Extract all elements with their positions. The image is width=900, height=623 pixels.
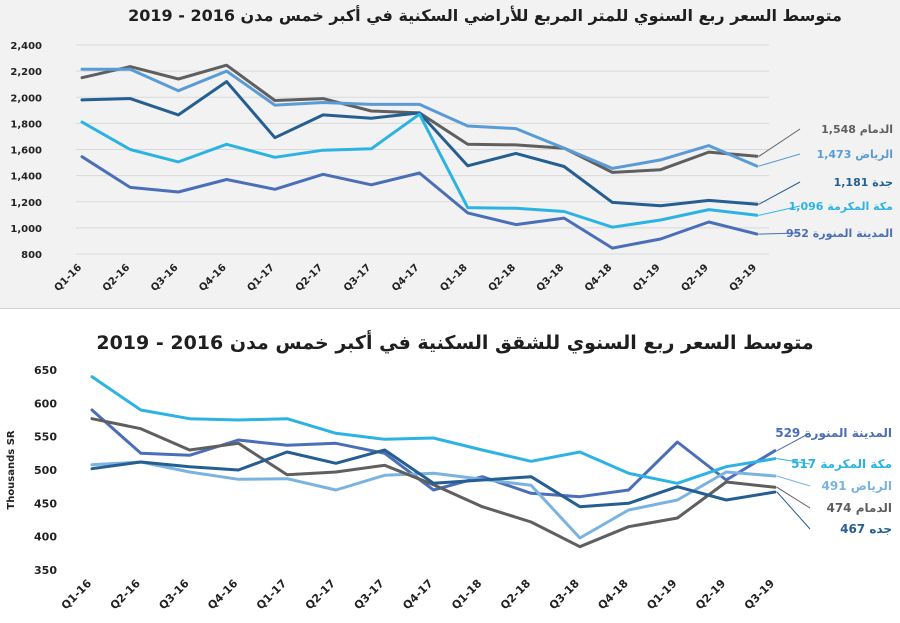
series-line xyxy=(90,460,777,540)
legend-leader-line xyxy=(776,491,811,530)
x-tick-label: Q1-17 xyxy=(254,577,289,612)
x-tick-label: Q4-16 xyxy=(205,577,241,613)
legend-label: 1,181 جدة xyxy=(834,176,893,189)
legend-label: الدمام 1,548 xyxy=(821,123,893,136)
y-tick-label: 650 xyxy=(34,364,57,377)
x-tick-label: Q1-17 xyxy=(245,262,277,294)
x-tick-label: Q2-19 xyxy=(693,577,728,612)
x-tick-label: Q2-18 xyxy=(487,262,519,294)
land-price-panel: متوسط السعر ربع السنوي للمتر المربع للأر… xyxy=(0,0,900,308)
x-tick-label: Q1-19 xyxy=(644,577,679,612)
x-tick-label: Q4-16 xyxy=(197,262,229,294)
x-tick-label: Q1-16 xyxy=(59,577,95,613)
x-tick-label: Q3-19 xyxy=(728,262,760,294)
legend-leader-line xyxy=(776,475,811,487)
x-tick-label: Q4-18 xyxy=(595,577,630,612)
y-tick-label: 800 xyxy=(21,250,42,261)
x-tick-label: Q2-17 xyxy=(294,262,326,294)
series-line xyxy=(90,408,777,499)
y-axis-title: Thousands SR xyxy=(6,430,17,510)
legend-leader-line xyxy=(758,153,801,167)
land-chart-title: متوسط السعر ربع السنوي للمتر المربع للأر… xyxy=(128,6,842,25)
x-tick-label: Q2-17 xyxy=(303,577,338,612)
x-tick-label: Q2-18 xyxy=(498,577,533,612)
y-tick-label: 1,600 xyxy=(10,146,42,157)
y-tick-label: 2,000 xyxy=(10,93,42,104)
legend-leader-line xyxy=(758,232,801,235)
x-tick-label: Q3-19 xyxy=(742,577,777,612)
legend-label: مكة المكرمة 1,096 xyxy=(789,200,893,213)
y-tick-label: 500 xyxy=(34,464,57,477)
legend-label: الرياض 491 xyxy=(822,479,892,493)
y-tick-label: 2,200 xyxy=(10,67,42,78)
legend-label: الرياض 1,473 xyxy=(817,148,893,161)
x-tick-label: Q1-19 xyxy=(631,262,663,294)
series-line xyxy=(80,63,759,174)
y-tick-label: 550 xyxy=(34,431,57,444)
x-tick-label: Q4-17 xyxy=(390,262,422,294)
series-line xyxy=(80,155,759,250)
apartment-chart-title: متوسط السعر ربع السنوي للشقق السكنية في … xyxy=(96,332,814,354)
legend-label: مكة المكرمة 517 xyxy=(791,457,892,471)
y-tick-label: 1,800 xyxy=(10,119,42,130)
y-tick-label: 2,400 xyxy=(10,41,42,52)
legend-leader-line xyxy=(758,128,801,157)
series-line xyxy=(80,67,759,170)
x-tick-label: Q2-16 xyxy=(108,577,144,613)
x-tick-label: Q3-17 xyxy=(342,262,374,294)
land-price-chart: 800 1,000 1,200 1,400 1,600 1,800 2,000 2,200 2,… xyxy=(10,41,893,294)
legend-leader-line xyxy=(776,458,811,465)
apartment-price-chart: 350 400 450 500 550 600 650 Thousands SR Q1-16 Q2… xyxy=(6,364,892,613)
legend-label: الدمام 474 xyxy=(826,501,892,516)
y-tick-label: 1,400 xyxy=(10,172,42,183)
legend-leader-line xyxy=(758,205,801,216)
x-tick-label: Q4-17 xyxy=(400,577,435,612)
legend-leader-line xyxy=(758,181,801,205)
x-tick-label: Q1-18 xyxy=(449,577,484,612)
series-line xyxy=(90,448,777,509)
series-line xyxy=(80,80,759,208)
x-tick-label: Q3-17 xyxy=(352,577,387,612)
y-tick-label: 450 xyxy=(34,497,57,510)
y-tick-label: 1,200 xyxy=(10,198,42,209)
legend-label: 467 جده xyxy=(840,522,892,536)
x-tick-label: Q4-18 xyxy=(583,262,615,294)
legend-leader-line xyxy=(776,432,811,452)
y-tick-label: 400 xyxy=(34,531,57,544)
apartment-price-panel: متوسط السعر ربع السنوي للشقق السكنية في … xyxy=(0,318,900,623)
series-line xyxy=(90,375,777,485)
y-tick-label: 350 xyxy=(34,564,57,577)
x-tick-label: Q3-16 xyxy=(149,262,181,294)
x-tick-label: Q2-16 xyxy=(101,262,133,294)
series-line xyxy=(80,112,759,229)
x-tick-label: Q3-18 xyxy=(547,577,582,612)
y-tick-label: 1,000 xyxy=(10,224,42,235)
x-tick-label: Q1-18 xyxy=(438,262,470,294)
legend-label: المدينة المنورة 529 xyxy=(775,426,892,441)
x-tick-label: Q2-19 xyxy=(679,262,711,294)
x-tick-label: Q3-18 xyxy=(535,262,567,294)
legend-leader-line xyxy=(776,486,811,509)
panel-divider xyxy=(0,308,900,319)
legend-label: المدينة المنورة 952 xyxy=(786,227,893,240)
y-tick-label: 600 xyxy=(34,397,57,410)
x-tick-label: Q3-16 xyxy=(156,577,192,613)
x-tick-label: Q1-16 xyxy=(53,262,85,294)
